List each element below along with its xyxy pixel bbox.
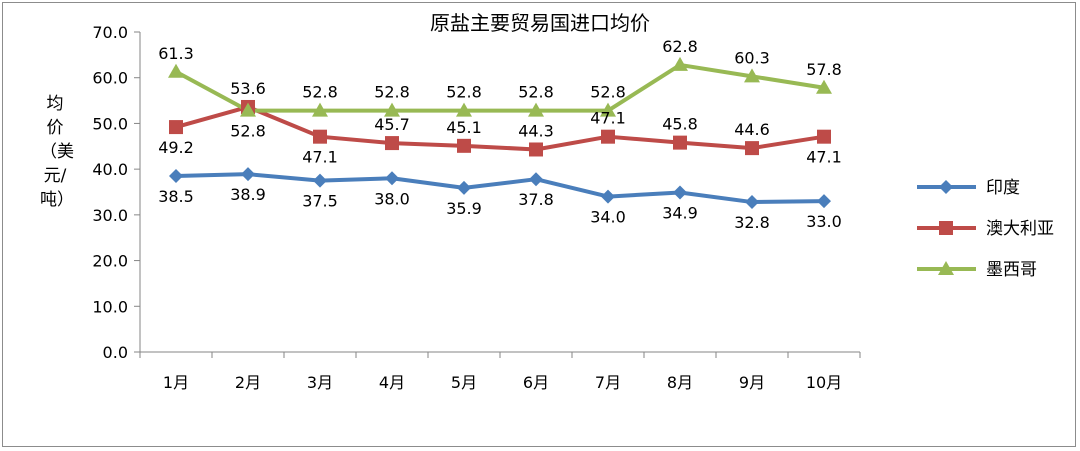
data-label: 32.8: [734, 213, 770, 232]
data-label: 37.5: [302, 192, 338, 211]
data-point-triangle: [528, 102, 544, 117]
data-label: 44.3: [518, 121, 554, 140]
y-tick-label: 70.0: [92, 23, 128, 42]
data-point-square: [385, 136, 399, 151]
x-tick-label: 9月: [739, 373, 765, 392]
data-point-triangle: [312, 102, 328, 117]
data-label: 53.6: [230, 79, 266, 98]
data-label: 38.5: [158, 187, 194, 206]
data-point-square: [529, 142, 543, 157]
series-line: [175, 104, 825, 152]
y-tick-label: 0.0: [103, 343, 128, 362]
data-label: 60.3: [734, 48, 770, 67]
legend-label: 澳大利亚: [986, 219, 1054, 239]
data-point-triangle: [816, 79, 832, 94]
data-point-diamond: [457, 180, 471, 195]
data-label: 45.8: [662, 115, 698, 134]
data-point-triangle: [744, 68, 760, 83]
data-label: 38.0: [374, 189, 410, 208]
x-tick-label: 3月: [307, 373, 333, 392]
data-point-diamond: [169, 169, 183, 183]
data-point-diamond: [745, 195, 759, 210]
data-point-diamond: [601, 189, 615, 204]
data-point-diamond: [673, 185, 687, 200]
x-tick-label: 10月: [806, 373, 842, 392]
data-labels: 38.5 38.9 37.5 38.0 35.9 37.8 34.0 34.9 32.8 33.0…: [158, 37, 842, 232]
data-point-square: [601, 129, 615, 144]
y-tick-label: 60.0: [92, 69, 128, 88]
x-tick-label: 8月: [667, 373, 693, 392]
data-point-triangle: [938, 261, 954, 275]
data-label: 61.3: [158, 44, 194, 63]
y-tick-label: 40.0: [92, 160, 128, 179]
y-tick-label: 10.0: [92, 297, 128, 316]
data-point-triangle: [240, 102, 256, 117]
data-label: 34.9: [662, 203, 698, 222]
x-tick-label: 4月: [379, 373, 405, 392]
data-point-diamond: [529, 172, 543, 187]
data-point-triangle: [456, 102, 472, 117]
legend-label: 墨西哥: [986, 260, 1037, 280]
x-tick-label: 2月: [235, 373, 261, 392]
data-point-square: [169, 120, 183, 135]
y-tick-label: 50.0: [92, 114, 128, 133]
data-label: 52.8: [374, 83, 410, 102]
series-markers: [168, 56, 832, 210]
data-label: 52.8: [518, 83, 554, 102]
series-line: [175, 62, 825, 113]
data-label: 47.1: [806, 148, 842, 167]
data-label: 33.0: [806, 212, 842, 231]
data-point-triangle: [168, 63, 184, 78]
data-point-square: [745, 141, 759, 156]
data-point-square: [457, 138, 471, 153]
data-label: 52.8: [230, 122, 266, 141]
y-tick-label: 20.0: [92, 252, 128, 271]
data-point-triangle: [384, 102, 400, 117]
data-point-diamond: [385, 171, 399, 186]
y-tick-label: 30.0: [92, 206, 128, 225]
data-point-triangle: [600, 102, 616, 117]
y-axis-label: 均价（美元/吨）: [40, 92, 74, 212]
data-point-triangle: [672, 56, 688, 71]
data-label: 37.8: [518, 190, 554, 209]
data-label: 52.8: [302, 83, 338, 102]
data-point-diamond: [939, 180, 953, 194]
data-label: 62.8: [662, 37, 698, 56]
series-line: [175, 172, 825, 205]
data-label: 45.7: [374, 115, 410, 134]
x-tick-label: 7月: [595, 373, 621, 392]
data-label: 52.8: [446, 83, 482, 102]
data-point-square: [939, 221, 953, 235]
data-label: 45.1: [446, 118, 482, 137]
data-label: 38.9: [230, 185, 266, 204]
data-label: 52.8: [590, 83, 626, 102]
x-tick-label: 1月: [163, 373, 189, 392]
data-point-square: [817, 129, 831, 144]
x-tick-label: 6月: [523, 373, 549, 392]
data-label: 35.9: [446, 199, 482, 218]
y-axis-label-text: 均价（美元/吨）: [40, 94, 74, 210]
series-lines: [175, 62, 825, 205]
data-label: 49.2: [158, 138, 194, 157]
data-point-diamond: [241, 167, 255, 182]
data-point-square: [673, 135, 687, 150]
data-point-square: [313, 129, 327, 144]
data-label: 47.1: [302, 148, 338, 167]
legend-label: 印度: [986, 178, 1020, 198]
x-tick-label: 5月: [451, 373, 477, 392]
chart-axes: 0.0 10.0 20.0 30.0 40.0 50.0 60.0 70.0 1月 2月 3月 4月 5…: [92, 23, 861, 392]
data-point-diamond: [817, 194, 831, 209]
data-label: 34.0: [590, 208, 626, 227]
chart-title: 原盐主要贸易国进口均价: [430, 11, 650, 35]
data-point-diamond: [313, 173, 327, 188]
data-label: 47.1: [590, 109, 626, 128]
data-label: 57.8: [806, 60, 842, 79]
data-label: 44.6: [734, 120, 770, 139]
